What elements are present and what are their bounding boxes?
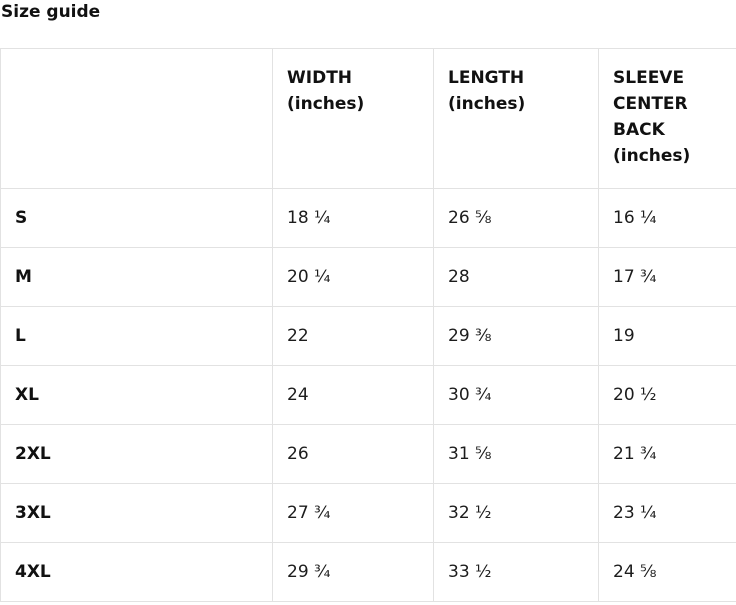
size-label: 4XL: [1, 543, 273, 602]
sleeve-value: 24 ⅝: [599, 543, 736, 602]
size-label: M: [1, 248, 273, 307]
length-value: 33 ½: [434, 543, 599, 602]
table-row: 3XL 27 ¾ 32 ½ 23 ¼: [1, 484, 736, 543]
corner-cell: [1, 49, 273, 189]
sleeve-value: 20 ½: [599, 366, 736, 425]
length-value: 32 ½: [434, 484, 599, 543]
sleeve-value: 21 ¾: [599, 425, 736, 484]
width-value: 20 ¼: [273, 248, 434, 307]
column-header-sleeve: SLEEVE CENTER BACK (inches): [599, 49, 736, 189]
table-row: L 22 29 ⅜ 19: [1, 307, 736, 366]
width-value: 22: [273, 307, 434, 366]
column-header-length: LENGTH (inches): [434, 49, 599, 189]
width-value: 24: [273, 366, 434, 425]
width-value: 29 ¾: [273, 543, 434, 602]
table-row: 2XL 26 31 ⅝ 21 ¾: [1, 425, 736, 484]
width-value: 18 ¼: [273, 189, 434, 248]
length-value: 26 ⅝: [434, 189, 599, 248]
sleeve-value: 17 ¾: [599, 248, 736, 307]
sleeve-value: 19: [599, 307, 736, 366]
length-value: 28: [434, 248, 599, 307]
size-label: 3XL: [1, 484, 273, 543]
size-label: L: [1, 307, 273, 366]
sleeve-value: 23 ¼: [599, 484, 736, 543]
table-row: XL 24 30 ¾ 20 ½: [1, 366, 736, 425]
width-value: 26: [273, 425, 434, 484]
header-row: WIDTH (inches) LENGTH (inches) SLEEVE CE…: [1, 49, 736, 189]
column-header-width: WIDTH (inches): [273, 49, 434, 189]
size-label: XL: [1, 366, 273, 425]
table-row: M 20 ¼ 28 17 ¾: [1, 248, 736, 307]
sleeve-value: 16 ¼: [599, 189, 736, 248]
page-title: Size guide: [1, 2, 736, 22]
table-row: 4XL 29 ¾ 33 ½ 24 ⅝: [1, 543, 736, 602]
length-value: 31 ⅝: [434, 425, 599, 484]
table-row: S 18 ¼ 26 ⅝ 16 ¼: [1, 189, 736, 248]
size-guide-table: WIDTH (inches) LENGTH (inches) SLEEVE CE…: [0, 48, 736, 602]
width-value: 27 ¾: [273, 484, 434, 543]
length-value: 29 ⅜: [434, 307, 599, 366]
length-value: 30 ¾: [434, 366, 599, 425]
size-label: 2XL: [1, 425, 273, 484]
size-label: S: [1, 189, 273, 248]
